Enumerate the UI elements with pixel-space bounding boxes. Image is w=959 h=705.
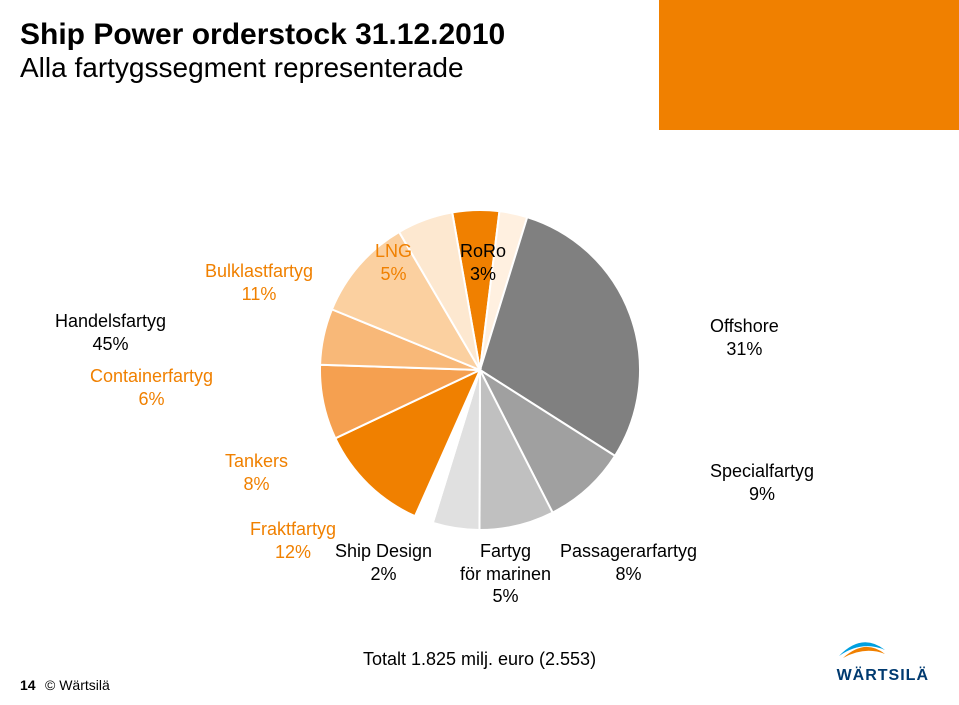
slice-label-marinen: Fartygför marinen5% [460,540,551,608]
title-block: Ship Power orderstock 31.12.2010 Alla fa… [20,18,505,84]
pie-chart-svg [120,140,820,600]
slice-label-frakt: Fraktfartyg12% [250,518,336,563]
slice-label-shipdes: Ship Design2% [335,540,432,585]
footer-copyright: © Wärtsilä [45,677,110,693]
page-number: 14 [20,677,36,693]
slice-label-lng: LNG5% [375,240,412,285]
slice-label-bulklast: Bulklastfartyg11% [205,260,313,305]
slice-label-roro: RoRo3% [460,240,506,285]
slice-label-container: Containerfartyg6% [90,365,213,410]
slice-label-special: Specialfartyg9% [710,460,814,505]
logo-text: WÄRTSILÄ [837,667,929,685]
header-band [659,0,959,130]
slice-label-passager: Passagerarfartyg8% [560,540,697,585]
page-title: Ship Power orderstock 31.12.2010 [20,18,505,52]
slice-label-tankers: Tankers8% [225,450,288,495]
slice-label-offshore: Offshore31% [710,315,779,360]
page-subtitle: Alla fartygssegment representerade [20,52,505,84]
total-text: Totalt 1.825 milj. euro (2.553) [0,649,959,670]
logo-swoosh-icon [837,638,887,660]
pie-chart-area: Handelsfartyg45%Containerfartyg6%Bulklas… [120,140,820,600]
wartsila-logo: WÄRTSILÄ [837,638,929,685]
slice-label-handels: Handelsfartyg45% [55,310,166,355]
